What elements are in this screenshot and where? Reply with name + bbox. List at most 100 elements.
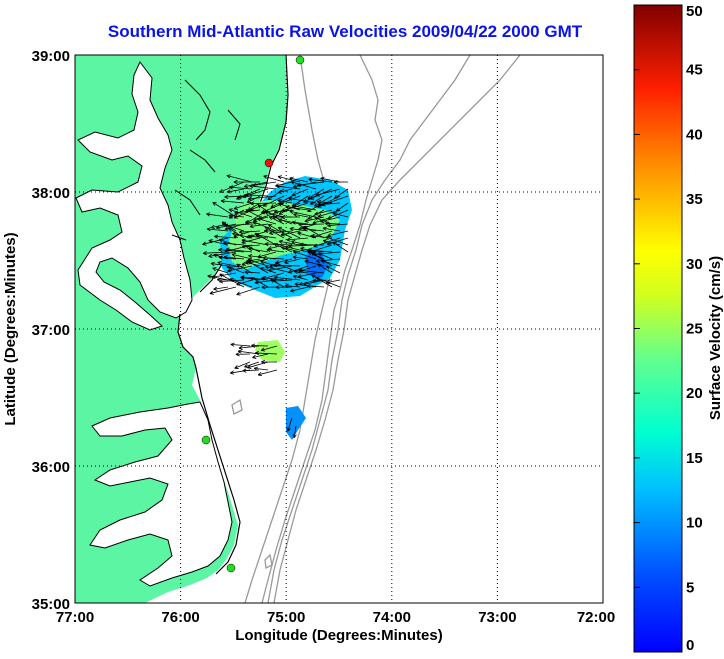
velocity-arrow [263,175,285,183]
velocity-arrow [245,209,261,218]
velocity-arrow [210,261,229,267]
velocity-arrow [240,275,269,281]
velocity-arrow [289,286,309,293]
velocity-arrow [314,195,333,207]
velocity-arrow [224,194,245,199]
velocity-arrow [230,342,251,347]
velocity-arrow [308,177,333,183]
velocity-arrow [268,265,293,273]
velocity-arrow [236,286,261,296]
y-tick-label: 37:00 [32,322,70,339]
velocity-arrow [306,283,325,289]
velocity-arrow [320,216,341,223]
station-marker-active[interactable] [226,563,236,573]
y-tick-label: 39:00 [32,48,70,65]
velocity-arrow [249,184,277,190]
velocity-arrow [254,232,277,246]
velocity-arrow [273,275,301,281]
map-grid [75,55,603,603]
station-marker-active[interactable] [201,435,211,445]
velocity-arrow [228,208,253,218]
velocity-arrow [293,212,309,218]
velocity-arrow [217,261,237,267]
bathymetry-contours [231,55,521,603]
velocity-arrow [324,221,341,226]
velocity-arrow [245,244,261,253]
velocity-arrow [246,195,261,203]
velocity-arrow [262,255,285,261]
pamlico-sound [89,401,233,587]
velocity-arrow [263,228,285,234]
velocity-arrow [292,255,309,260]
velocity-arrow [233,179,261,185]
velocity-arrow [233,202,253,210]
velocity-arrow [281,202,309,213]
velocity-arrow [321,195,349,207]
velocity-arrow [278,239,301,246]
velocity-arrow [315,258,341,264]
velocity-arrow [241,244,261,249]
velocity-arrow [235,352,251,357]
velocity-arrow [243,181,269,189]
y-axis-label: Latitude (Degrees:Minutes) [2,232,19,425]
velocity-arrow [252,220,277,232]
velocity-arrow [244,192,269,198]
colorbar-tick-label: 35 [686,191,703,208]
velocity-arrow [296,181,325,188]
velocity-arrow [261,285,277,290]
velocity-arrow [262,275,285,281]
velocity-arrow [303,226,325,239]
velocity-arrow [322,226,341,232]
colorbar-tick-label: 15 [686,450,703,467]
velocity-arrow [218,255,237,260]
colorbar-tick-label: 45 [686,62,703,79]
velocity-arrow [228,266,245,274]
colorbar-tick-label: 25 [686,321,703,338]
velocity-arrow [272,278,293,284]
velocity-arrow [247,260,269,274]
velocity-arrow [317,202,341,207]
velocity-arrow [332,241,349,253]
velocity-arrow [254,350,278,356]
y-tick-label: 38:00 [32,185,70,202]
velocity-arrow [261,359,278,365]
velocity-arrow [289,209,317,218]
velocity-arrow [220,199,245,204]
velocity-arrow [202,237,229,246]
velocity-arrow [219,273,245,288]
station-marker-active[interactable] [295,55,305,65]
velocity-arrow [286,417,293,432]
velocity-arrow [264,241,293,247]
velocity-arrow [287,265,309,274]
velocity-arrows [202,174,349,439]
outer-banks-coast [195,367,241,575]
velocity-arrow [208,251,237,258]
velocity-arrow [248,234,269,239]
velocity-arrow [231,253,253,260]
colorbar-tick-label: 20 [686,385,703,402]
plot-frame [74,54,604,604]
velocity-arrow [311,274,333,288]
y-tick-labels: 39:00 38:00 37:00 36:00 35:00 [32,48,70,613]
velocity-arrow [236,188,261,200]
colorbar-ticks: 0 5 10 15 20 25 30 35 40 45 50 [634,3,703,654]
x-tick-labels: 77:00 76:00 75:00 74:00 73:00 72:00 [56,609,615,626]
velocity-arrow [229,278,253,288]
velocity-arrow [312,278,333,283]
velocity-arrow [239,229,261,235]
velocity-arrow [266,248,285,253]
x-tick-label: 73:00 [478,609,516,626]
station-marker-inactive[interactable] [264,158,274,168]
velocity-arrow [248,247,269,253]
velocity-arrow [257,369,278,377]
velocity-arrow [278,218,301,225]
velocity-arrow [334,188,349,199]
velocity-arrow [297,268,325,274]
velocity-arrow [234,361,251,369]
velocity-arrow [335,202,349,212]
velocity-arrow [312,251,341,257]
velocity-arrow [238,345,260,350]
velocity-arrow [277,188,293,194]
velocity-arrow [327,223,349,228]
velocity-arrow [228,213,245,218]
